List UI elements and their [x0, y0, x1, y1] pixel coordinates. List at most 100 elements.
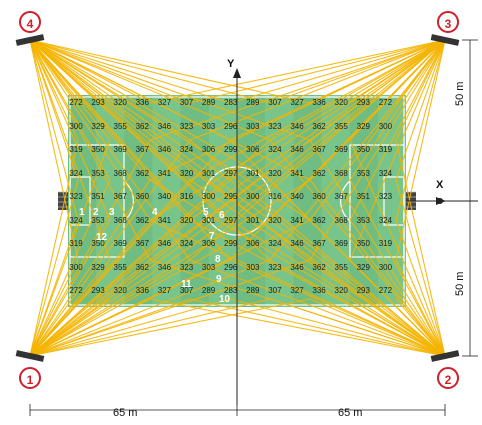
illuminance-value: 283: [224, 286, 238, 295]
beam-ray: [29, 39, 151, 141]
beam-ray: [29, 39, 311, 104]
illuminance-value: 369: [334, 145, 348, 154]
illuminance-value: 353: [91, 168, 105, 178]
illuminance-value: 341: [290, 215, 304, 225]
mast-2-badge: 2: [437, 367, 459, 389]
beam-ray: [149, 139, 446, 357]
beam-ray: [269, 39, 446, 181]
illuminance-value: 306: [246, 145, 260, 154]
illuminance-value: 307: [268, 98, 282, 107]
illuminance-value: 293: [91, 286, 105, 295]
illuminance-value: 300: [69, 121, 83, 131]
illuminance-value: 346: [157, 262, 172, 272]
beam-ray: [29, 179, 111, 357]
illuminance-value: 300: [378, 262, 393, 272]
illuminance-value: 350: [91, 145, 105, 154]
beam-ray: [149, 39, 446, 104]
illuminance-value: 289: [246, 98, 260, 107]
illuminance-value: 296: [224, 121, 238, 131]
illuminance-value: 320: [179, 215, 194, 225]
illuminance-value: 336: [135, 98, 149, 107]
beam-ray: [269, 298, 446, 357]
illuminance-value: 362: [135, 168, 149, 178]
illuminance-value: 362: [312, 121, 326, 131]
illuminance-value: 320: [113, 98, 127, 107]
illuminance-value: 324: [69, 168, 83, 178]
illuminance-value: 329: [356, 121, 370, 131]
beam-ray: [29, 179, 79, 357]
beam-number-label: 9: [216, 274, 222, 285]
beam-ray: [395, 39, 446, 141]
illuminance-value: 272: [378, 286, 393, 295]
x-axis-label: X: [436, 179, 444, 191]
illuminance-value: 355: [113, 262, 127, 272]
illuminance-value: 319: [69, 239, 83, 248]
beam-ray: [229, 179, 446, 357]
beam-ray: [149, 39, 446, 221]
beam-ray: [29, 298, 311, 357]
beam-ray: [189, 39, 446, 104]
beam-ray: [229, 298, 446, 357]
beam-ray: [269, 39, 446, 141]
illuminance-value: 306: [246, 239, 260, 248]
beam-ray: [29, 139, 231, 357]
illuminance-value: 293: [356, 286, 370, 295]
illuminance-value: 367: [334, 192, 348, 201]
illuminance-value: 307: [268, 286, 282, 295]
beam-ray: [349, 39, 446, 221]
illuminance-value: 316: [268, 192, 282, 201]
y-axis-arrow: [233, 68, 241, 78]
illuminance-value: 289: [201, 286, 216, 295]
beam-number-label: 3: [109, 207, 115, 218]
illuminance-value: 303: [246, 262, 260, 272]
illuminance-value: 323: [268, 262, 282, 272]
beam-ray: [309, 39, 446, 221]
illuminance-value: 324: [268, 239, 282, 248]
beam-ray: [309, 179, 446, 357]
beam-ray: [149, 39, 446, 141]
mast-2-luminaire: [430, 34, 460, 46]
illuminance-value: 324: [378, 168, 393, 178]
beam-ray: [149, 219, 446, 357]
illuminance-value: 346: [157, 239, 172, 248]
beam-ray: [29, 139, 311, 357]
beam-ray: [29, 259, 79, 357]
dimension-right-span: 65 m: [338, 407, 363, 419]
illuminance-value: 323: [179, 121, 194, 131]
beam-ray: [29, 259, 271, 357]
beam-ray: [349, 39, 446, 181]
beam-ray: [29, 39, 151, 221]
beam-ray: [189, 39, 446, 221]
illuminance-value: 360: [135, 192, 149, 201]
illuminance-value: 300: [69, 262, 83, 272]
illuminance-value: 327: [290, 98, 304, 107]
illuminance-value: 346: [290, 262, 304, 272]
beam-ray: [29, 219, 191, 357]
beam-ray: [349, 179, 446, 357]
illuminance-value: 316: [179, 192, 194, 201]
illuminance-value: 362: [312, 262, 326, 272]
beam-ray: [189, 219, 446, 357]
illuminance-value: 297: [224, 168, 238, 178]
beam-number-label: 11: [181, 279, 192, 290]
luminaire-bar: [430, 350, 460, 362]
beam-ray: [29, 39, 191, 261]
illuminance-value: 329: [91, 121, 105, 131]
beam-ray: [349, 219, 446, 357]
illuminance-value: 367: [135, 145, 149, 154]
illuminance-value: 320: [268, 168, 282, 178]
beam-ray: [29, 39, 311, 221]
beam-ray: [229, 259, 446, 357]
beam-ray: [29, 139, 151, 357]
beam-number-label: 6: [219, 210, 225, 221]
luminaire-bar: [430, 34, 460, 46]
beam-ray: [29, 39, 191, 104]
illuminance-value: 346: [157, 121, 172, 131]
dimension-upper-half: 50 m: [454, 81, 466, 106]
illuminance-value: 299: [224, 145, 238, 154]
beam-ray: [29, 39, 271, 104]
beam-ray: [29, 39, 311, 181]
illuminance-value: 323: [378, 192, 393, 201]
illuminance-value: 297: [224, 215, 238, 225]
beam-number-label: 10: [219, 294, 231, 305]
